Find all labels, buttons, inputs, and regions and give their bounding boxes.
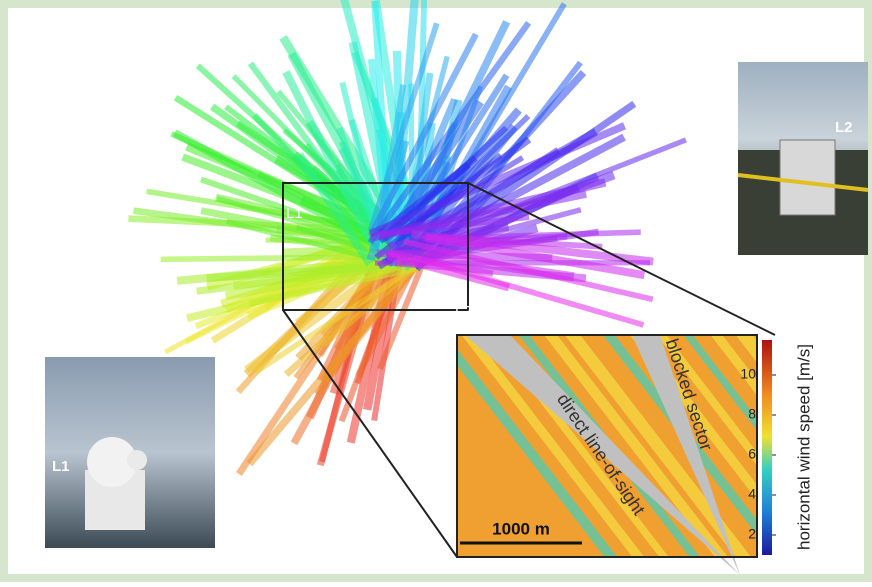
map-label: L2 bbox=[455, 303, 472, 320]
photo-l1: L1 bbox=[45, 357, 215, 548]
ray bbox=[161, 257, 380, 259]
map-label: L1 bbox=[286, 205, 303, 222]
photo-label: L1 bbox=[52, 458, 70, 475]
scale-label: 1000 m bbox=[492, 519, 550, 538]
dome bbox=[127, 450, 147, 470]
colorbar-tick-label: 6 bbox=[748, 446, 756, 462]
colorbar-label: horizontal wind speed [m/s] bbox=[794, 344, 813, 550]
colorbar-tick-label: 10 bbox=[740, 366, 756, 382]
colorbar-tick-label: 8 bbox=[748, 406, 756, 422]
photo-l2: L2 bbox=[738, 62, 868, 255]
colorbar-tick-label: 2 bbox=[748, 526, 756, 542]
photo-label: L2 bbox=[835, 119, 853, 136]
colorbar bbox=[762, 340, 772, 555]
colorbar-tick-label: 4 bbox=[748, 486, 756, 502]
device bbox=[780, 140, 835, 215]
